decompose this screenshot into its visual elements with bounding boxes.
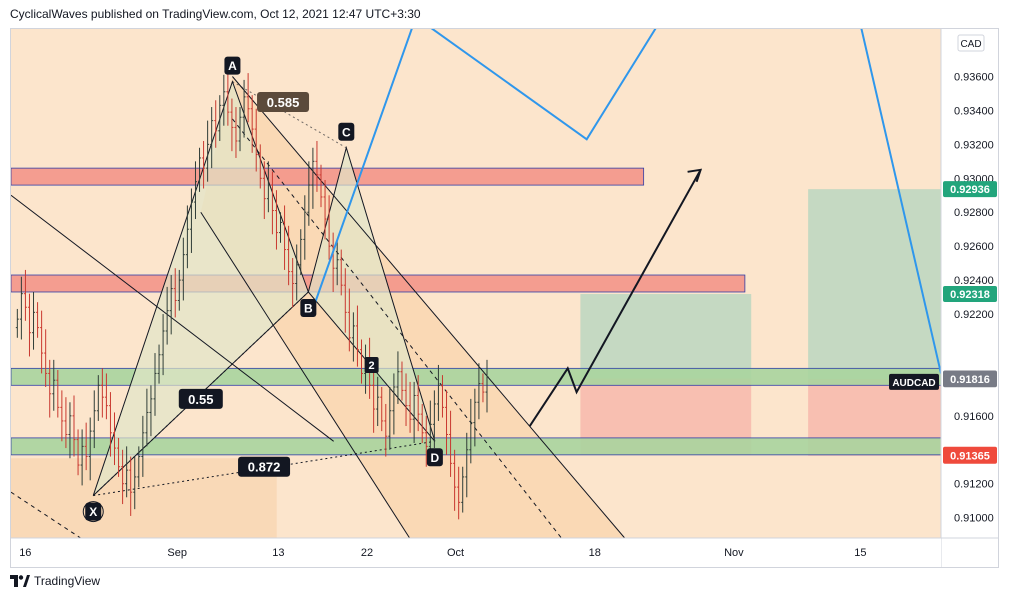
- tradingview-logo-icon: [10, 575, 30, 587]
- currency-label: CAD: [960, 39, 981, 50]
- ratio-text: 0.872: [248, 460, 281, 475]
- currency-badge: CAD: [958, 35, 984, 51]
- time-axis-background: [11, 538, 941, 568]
- symbol-tag: AUDCAD: [889, 374, 939, 390]
- y-tick-label: 0.93400: [954, 105, 994, 117]
- x-tick-label: Sep: [167, 547, 187, 559]
- pivot-text: A: [228, 59, 237, 73]
- x-tick-label: 16: [19, 547, 31, 559]
- ratio-label: 0.872: [238, 457, 290, 477]
- x-tick-label: 15: [854, 547, 866, 559]
- ratio-label: 0.55: [179, 389, 223, 409]
- price-tag: 0.91365: [943, 448, 997, 464]
- price-tag-text: 0.92936: [950, 184, 990, 196]
- x-tick-label: 13: [272, 547, 284, 559]
- y-tick-label: 0.92800: [954, 207, 994, 219]
- price-tag-text: 0.91365: [950, 451, 990, 463]
- pivot-text: C: [342, 125, 351, 139]
- pivot-label-d: D: [427, 448, 443, 466]
- ratio-text: 0.585: [267, 95, 300, 110]
- chart-area[interactable]: X A B C D 2 0.585 0.55 0.872 0.93600 0.93400 0.9320…: [10, 28, 999, 568]
- wave-label-2: 2: [365, 357, 379, 373]
- ratio-label: 0.585: [257, 92, 309, 112]
- y-tick-label: 0.91200: [954, 479, 994, 491]
- price-tag: 0.91816: [943, 371, 997, 387]
- pivot-text: B: [304, 301, 313, 315]
- x-tick-label: Nov: [724, 547, 744, 559]
- price-chart[interactable]: X A B C D 2 0.585 0.55 0.872 0.93600 0.93400 0.9320…: [11, 29, 999, 568]
- symbol-tag-text: AUDCAD: [892, 378, 935, 389]
- shaded-range-box: [11, 458, 277, 538]
- y-tick-label: 0.93600: [954, 72, 994, 84]
- pivot-text: X: [89, 505, 97, 519]
- pivot-label-c: C: [338, 123, 354, 141]
- price-tag-text: 0.92318: [950, 289, 990, 301]
- x-tick-label: Oct: [447, 547, 464, 559]
- position-profit-zone: [580, 294, 751, 378]
- x-tick-label: 22: [361, 547, 373, 559]
- y-tick-label: 0.91600: [954, 411, 994, 423]
- price-tag: 0.92318: [943, 286, 997, 302]
- y-tick-label: 0.93200: [954, 139, 994, 151]
- y-tick-label: 0.91000: [954, 513, 994, 525]
- pivot-label-a: A: [224, 57, 240, 75]
- footer-brand: TradingView: [34, 574, 100, 588]
- price-tag-text: 0.91816: [950, 374, 990, 386]
- wave-text: 2: [369, 360, 375, 372]
- ratio-text: 0.55: [188, 392, 213, 407]
- resistance-zone: [11, 168, 644, 185]
- y-tick-label: 0.92400: [954, 275, 994, 287]
- y-tick-label: 0.92600: [954, 241, 994, 253]
- pivot-label-b: B: [300, 299, 316, 317]
- pivot-text: D: [431, 451, 440, 465]
- price-tag: 0.92936: [943, 181, 997, 197]
- publisher-line: CyclicalWaves published on TradingView.c…: [10, 7, 421, 21]
- y-tick-label: 0.92200: [954, 309, 994, 321]
- x-tick-label: 18: [589, 547, 601, 559]
- footer: TradingView: [10, 572, 100, 590]
- pivot-label-x: X: [83, 502, 103, 522]
